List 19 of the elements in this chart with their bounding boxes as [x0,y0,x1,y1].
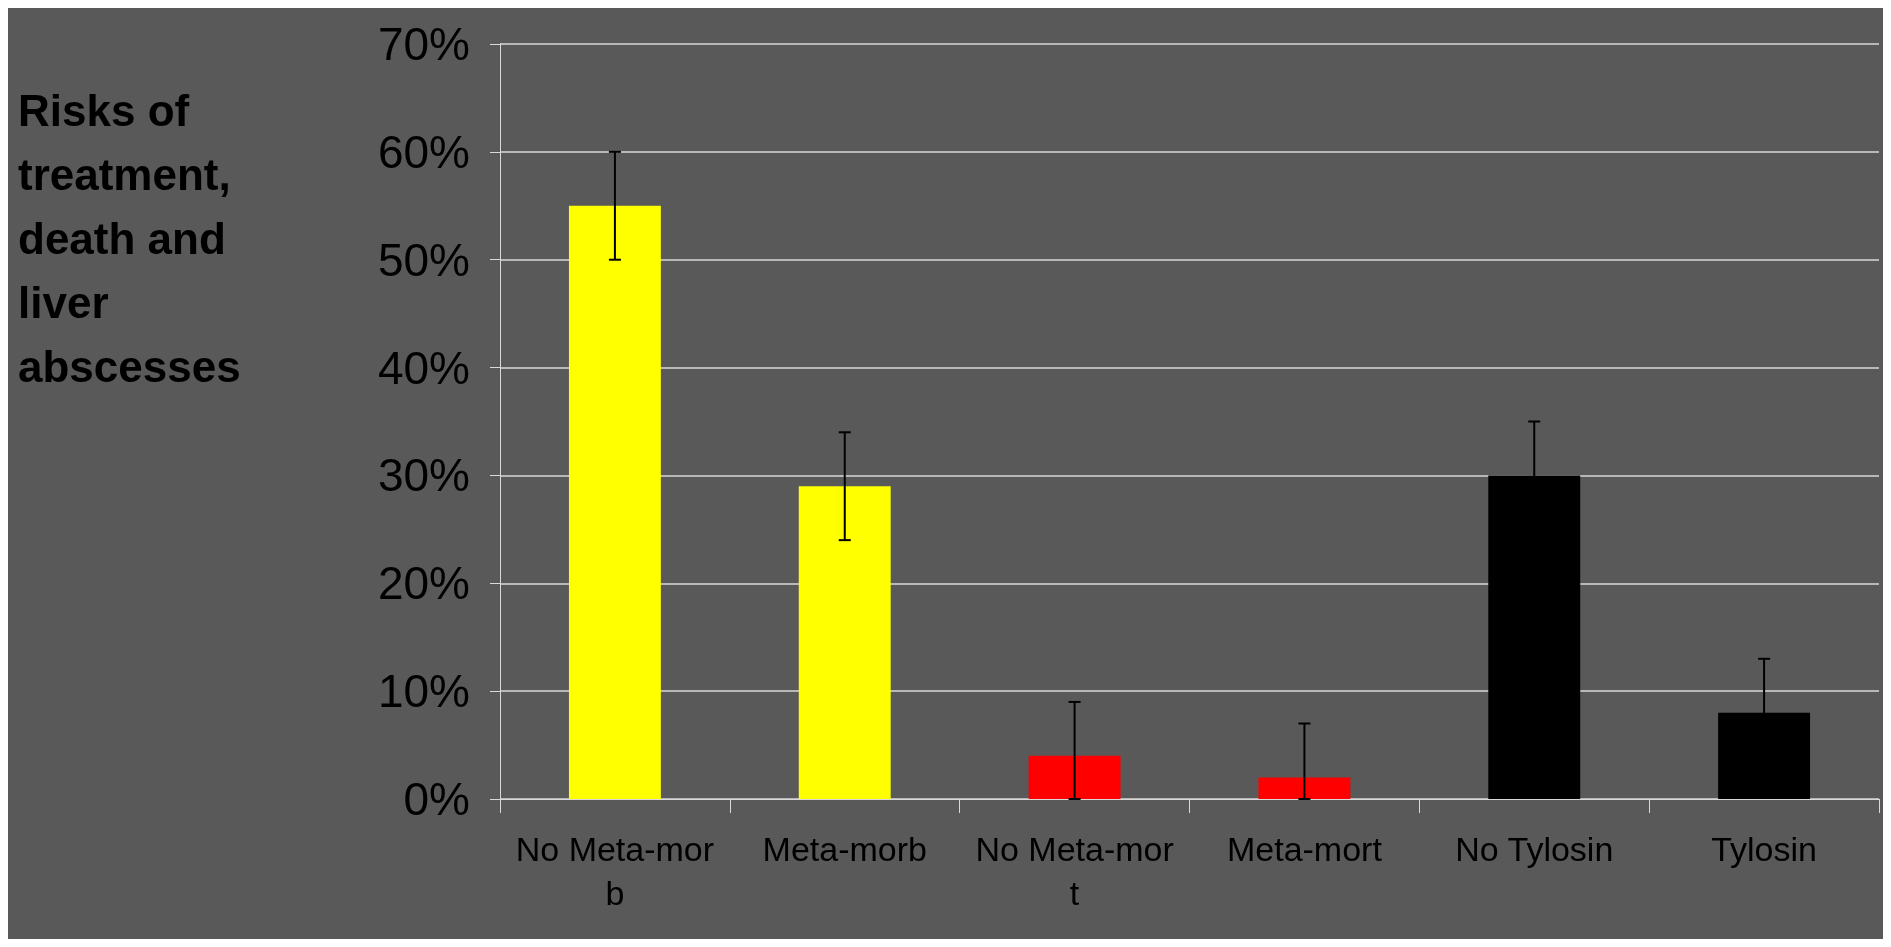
bar [568,205,661,799]
bar [798,486,891,799]
x-tick-label: No Meta-mort [975,830,1174,912]
y-tick-label: 70% [377,18,470,70]
x-tick-label: Tylosin [1711,830,1817,868]
x-tick-label: No Meta-morb [515,830,715,912]
y-tick-label: 40% [377,341,470,394]
y-tick-label: 0% [403,773,470,825]
y-tick-label: 30% [377,449,470,502]
y-tick-label: 10% [377,665,470,718]
y-tick-label: 20% [377,557,470,610]
x-tick-label: Meta-mort [1226,830,1383,868]
x-tick-label: Meta-morb [762,830,927,868]
bar [1258,777,1351,799]
x-tick-label: No Tylosin [1455,830,1614,868]
y-tick-label: 50% [377,233,470,286]
y-axis-title: Risks of treatment, death and liver abscesses [18,85,243,391]
bar [1028,755,1121,799]
y-tick-label: 60% [377,125,470,178]
